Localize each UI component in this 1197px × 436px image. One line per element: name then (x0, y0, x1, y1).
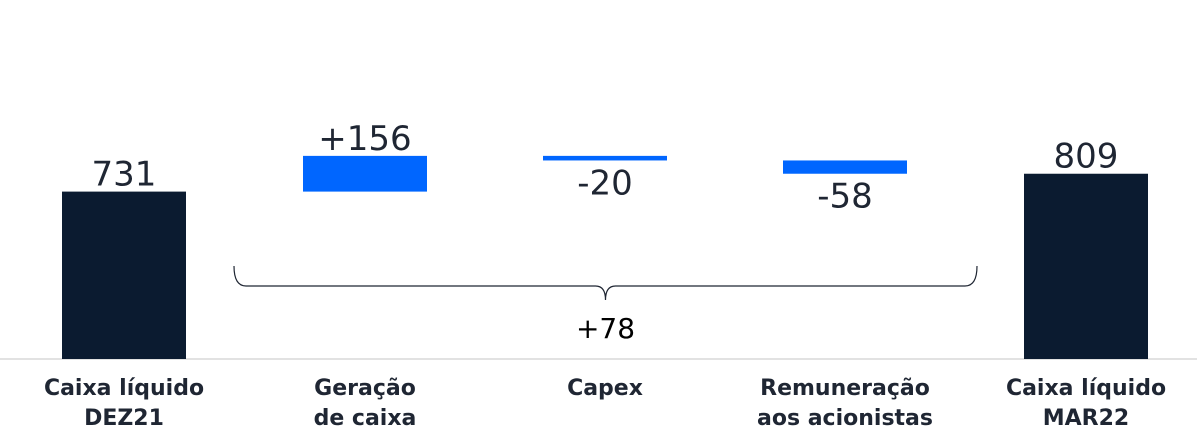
category-label-4-line-1: MAR22 (1043, 406, 1129, 431)
bracket: +78 (233, 265, 978, 345)
bar-3 (783, 160, 907, 174)
category-label-4: Caixa líquido MAR22 (1006, 376, 1166, 431)
bars (62, 155, 1148, 359)
category-label-3-line-1: aos acionistas (757, 406, 933, 431)
bracket-label: +78 (576, 312, 635, 345)
value-label-3: -58 (817, 177, 873, 217)
bar-1 (303, 155, 427, 192)
category-labels: Caixa líquido DEZ21 Geração de caixa Capex Re… (44, 376, 1166, 431)
bar-4 (1024, 173, 1148, 359)
value-label-2: -20 (577, 163, 633, 203)
bracket-path (233, 265, 978, 301)
category-label-2-line-0: Capex (567, 376, 643, 401)
value-labels: 731 +156 -20 -58 809 (92, 119, 1119, 217)
category-label-1-line-0: Geração (314, 376, 416, 401)
category-label-4-line-0: Caixa líquido (1006, 376, 1166, 401)
value-label-4: 809 (1054, 137, 1119, 177)
category-label-3-line-0: Remuneração (760, 376, 930, 401)
category-label-2: Capex (567, 376, 643, 401)
category-label-0-line-1: DEZ21 (84, 406, 164, 431)
category-label-1: Geração de caixa (314, 376, 417, 431)
bar-0 (62, 191, 186, 359)
value-label-0: 731 (92, 155, 157, 195)
bar-2 (543, 155, 667, 161)
category-label-0: Caixa líquido DEZ21 (44, 376, 204, 431)
category-label-0-line-0: Caixa líquido (44, 376, 204, 401)
value-label-1: +156 (318, 119, 411, 159)
category-label-3: Remuneração aos acionistas (757, 376, 933, 431)
category-label-1-line-1: de caixa (314, 406, 417, 431)
